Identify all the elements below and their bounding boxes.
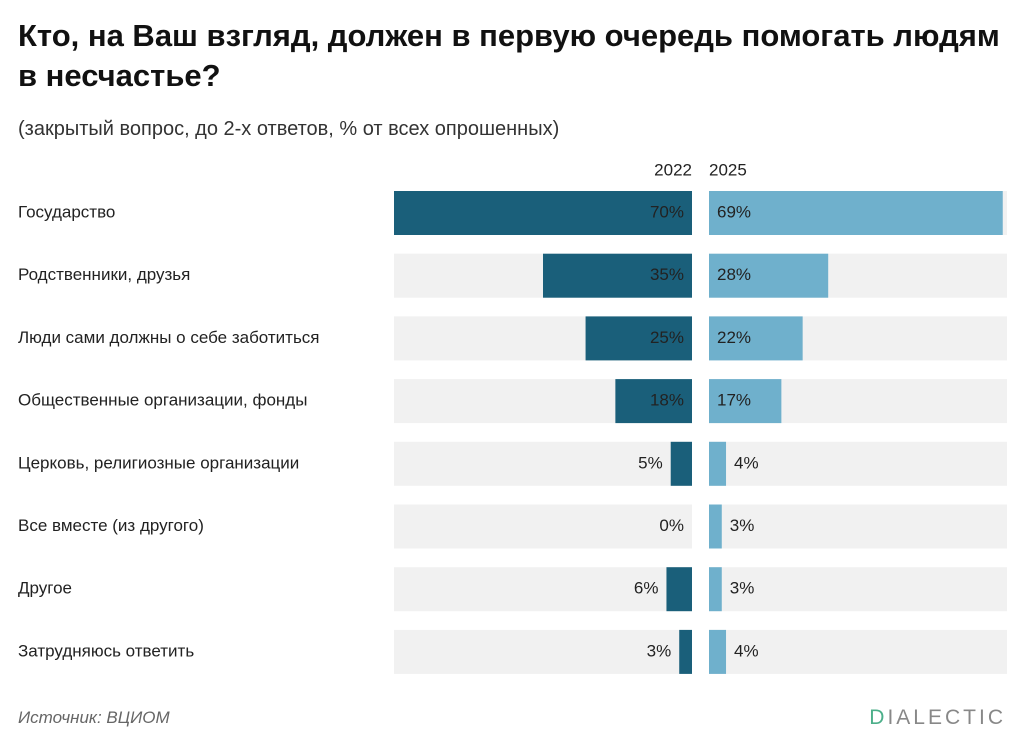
bar: [670, 441, 692, 486]
category-label: Все вместе (из другого): [18, 516, 204, 535]
legend-label: 2022: [654, 160, 692, 179]
chart-title: Кто, на Ваш взгляд, должен в первую очер…: [18, 18, 1000, 93]
bar: [666, 567, 692, 612]
bar: [709, 316, 803, 361]
logo: DIALECTIC: [869, 706, 1006, 729]
value-label: 17%: [717, 391, 751, 410]
bar: [709, 379, 782, 424]
row-background: [709, 441, 1007, 486]
row-background: [709, 504, 1007, 549]
bar: [709, 191, 1003, 235]
bar: [709, 504, 722, 549]
category-label: Государство: [18, 202, 115, 221]
value-label: 0%: [659, 516, 684, 535]
category-label: Церковь, религиозные организации: [18, 453, 299, 472]
row-background: [394, 567, 692, 612]
source: Источник: ВЦИОМ: [18, 708, 170, 727]
bar: [709, 567, 722, 612]
legend-label: 2025: [709, 160, 747, 179]
value-label: 4%: [734, 641, 759, 660]
value-label: 18%: [650, 391, 684, 410]
value-label: 70%: [650, 202, 684, 221]
value-label: 5%: [638, 453, 663, 472]
value-label: 4%: [734, 453, 759, 472]
bar: [709, 441, 727, 486]
category-label: Затрудняюсь ответить: [18, 641, 194, 660]
row-background: [394, 441, 692, 486]
value-label: 3%: [647, 641, 672, 660]
category-label: Другое: [18, 579, 72, 598]
bar: [679, 629, 692, 674]
bar: [543, 253, 692, 298]
row-background: [394, 629, 692, 674]
value-label: 28%: [717, 265, 751, 284]
row-background: [709, 629, 1007, 674]
value-label: 69%: [717, 202, 751, 221]
value-label: 3%: [730, 516, 755, 535]
row-background: [709, 567, 1007, 612]
bar: [709, 629, 727, 674]
value-label: 35%: [650, 265, 684, 284]
category-label: Родственники, друзья: [18, 265, 190, 284]
category-label: Общественные организации, фонды: [18, 391, 307, 410]
category-label: Люди сами должны о себе заботиться: [18, 328, 320, 347]
bar: [585, 316, 692, 361]
row-background: [394, 504, 692, 549]
value-label: 25%: [650, 328, 684, 347]
bar: [394, 191, 692, 235]
bar: [709, 253, 829, 298]
chart-subtitle: (закрытый вопрос, до 2-х ответов, % от в…: [18, 118, 560, 140]
value-label: 3%: [730, 579, 755, 598]
value-label: 6%: [634, 579, 659, 598]
value-label: 22%: [717, 328, 751, 347]
bar: [615, 379, 692, 424]
